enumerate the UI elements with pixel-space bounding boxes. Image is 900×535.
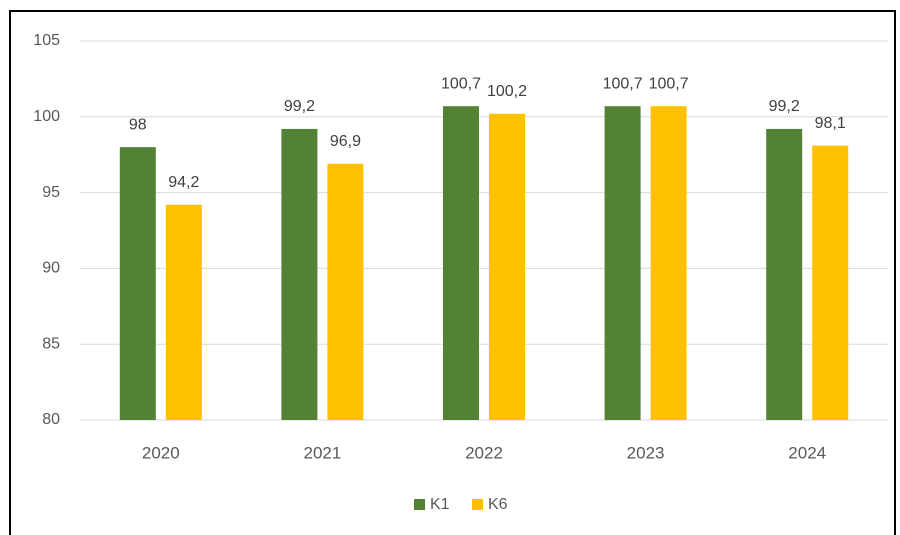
x-tick-label: 2020 <box>142 443 180 462</box>
y-tick-label: 105 <box>33 32 60 49</box>
legend-label: K6 <box>488 496 508 513</box>
data-label: 96,9 <box>330 133 361 150</box>
legend-label: K1 <box>430 496 450 513</box>
data-label: 100,7 <box>441 75 481 92</box>
y-tick-label: 90 <box>42 260 60 277</box>
y-tick-label: 80 <box>42 411 60 428</box>
bar <box>489 113 525 420</box>
data-label: 94,2 <box>168 174 199 191</box>
x-tick-label: 2022 <box>465 443 503 462</box>
bar <box>281 128 318 421</box>
legend-swatch <box>414 499 425 510</box>
bar <box>604 106 641 421</box>
x-tick-label: 2021 <box>303 443 341 462</box>
bar <box>812 145 849 420</box>
x-tick-label: 2023 <box>627 443 665 462</box>
data-label: 99,2 <box>284 98 315 115</box>
x-tick-label: 2024 <box>788 443 826 462</box>
y-tick-label: 100 <box>33 108 60 125</box>
data-label: 98,1 <box>815 115 846 132</box>
data-label: 99,2 <box>769 98 800 115</box>
data-label: 100,7 <box>649 75 689 92</box>
data-label: 100,7 <box>603 75 643 92</box>
bar <box>327 163 364 420</box>
bar <box>766 128 803 421</box>
data-label: 100,2 <box>487 83 527 100</box>
y-tick-label: 85 <box>42 335 60 352</box>
bar <box>165 204 202 420</box>
data-label: 98 <box>129 116 147 133</box>
bar <box>443 106 479 421</box>
y-tick-label: 95 <box>42 184 60 201</box>
bar <box>119 147 156 420</box>
legend-swatch <box>472 499 483 510</box>
bar <box>650 106 687 421</box>
